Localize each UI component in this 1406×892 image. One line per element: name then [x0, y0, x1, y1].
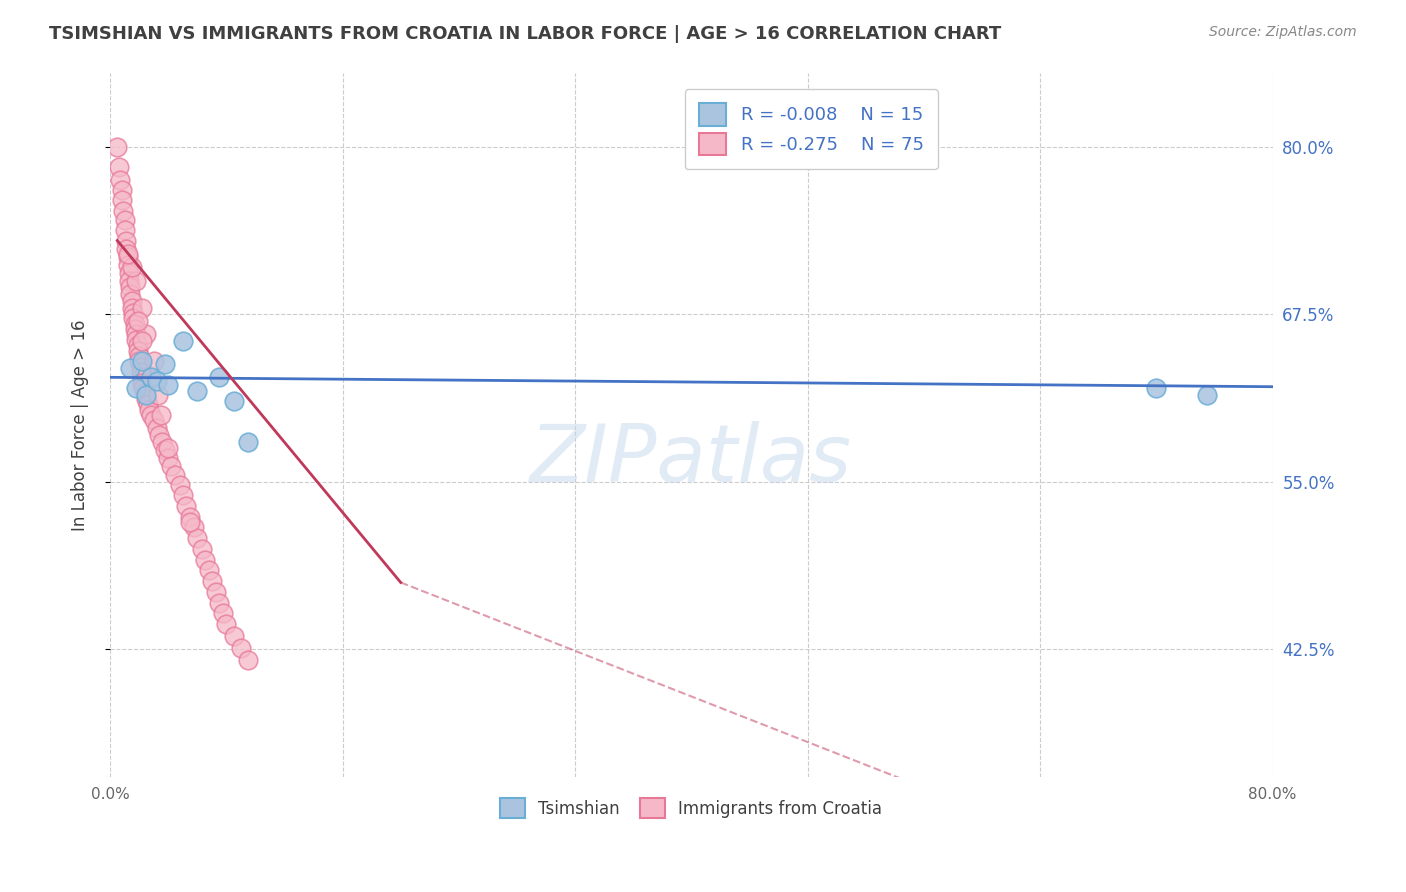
- Point: [183, 520, 205, 534]
- Point: [117, 258, 139, 272]
- Text: ZIPatlas: ZIPatlas: [530, 421, 852, 500]
- Point: [135, 388, 157, 402]
- Point: [139, 370, 162, 384]
- Point: [129, 359, 152, 374]
- Y-axis label: In Labor Force | Age > 16: In Labor Force | Age > 16: [72, 319, 89, 531]
- Point: [155, 442, 177, 457]
- Point: [122, 311, 145, 326]
- Point: [139, 408, 162, 422]
- Point: [174, 499, 197, 513]
- Point: [121, 301, 143, 315]
- Point: [190, 541, 212, 556]
- Point: [125, 327, 148, 342]
- Point: [107, 160, 129, 174]
- Point: [146, 388, 169, 402]
- Point: [193, 552, 215, 566]
- Point: [131, 354, 153, 368]
- Point: [121, 260, 143, 275]
- Point: [111, 194, 134, 208]
- Point: [131, 376, 153, 390]
- Point: [111, 183, 134, 197]
- Point: [120, 280, 142, 294]
- Point: [1144, 381, 1167, 395]
- Point: [110, 173, 132, 187]
- Point: [142, 354, 165, 368]
- Point: [127, 343, 149, 358]
- Point: [222, 394, 245, 409]
- Point: [142, 413, 165, 427]
- Point: [172, 334, 194, 348]
- Point: [201, 574, 224, 588]
- Point: [125, 333, 148, 347]
- Point: [118, 274, 141, 288]
- Point: [1197, 388, 1219, 402]
- Point: [236, 653, 259, 667]
- Text: Source: ZipAtlas.com: Source: ZipAtlas.com: [1209, 25, 1357, 39]
- Point: [118, 266, 141, 280]
- Point: [155, 357, 177, 371]
- Point: [105, 139, 128, 153]
- Point: [165, 468, 187, 483]
- Point: [145, 421, 167, 435]
- Point: [149, 408, 172, 422]
- Point: [222, 629, 245, 643]
- Point: [136, 397, 159, 411]
- Point: [157, 442, 180, 456]
- Point: [134, 386, 156, 401]
- Point: [150, 434, 173, 449]
- Point: [157, 450, 180, 465]
- Point: [114, 213, 136, 227]
- Point: [145, 375, 167, 389]
- Point: [120, 360, 142, 375]
- Point: [124, 317, 146, 331]
- Point: [198, 563, 221, 577]
- Point: [135, 392, 157, 406]
- Point: [125, 381, 148, 395]
- Point: [208, 370, 231, 384]
- Point: [121, 293, 143, 308]
- Point: [186, 531, 208, 545]
- Point: [125, 274, 148, 288]
- Text: TSIMSHIAN VS IMMIGRANTS FROM CROATIA IN LABOR FORCE | AGE > 16 CORRELATION CHART: TSIMSHIAN VS IMMIGRANTS FROM CROATIA IN …: [49, 25, 1001, 43]
- Point: [179, 509, 201, 524]
- Point: [138, 402, 160, 417]
- Point: [157, 378, 180, 392]
- Point: [124, 322, 146, 336]
- Point: [131, 334, 153, 348]
- Point: [117, 250, 139, 264]
- Point: [148, 428, 170, 442]
- Point: [122, 306, 145, 320]
- Point: [132, 381, 155, 395]
- Point: [131, 301, 153, 315]
- Point: [160, 458, 183, 473]
- Point: [120, 287, 142, 301]
- Point: [135, 327, 157, 342]
- Point: [186, 384, 208, 398]
- Point: [129, 365, 152, 379]
- Point: [114, 223, 136, 237]
- Point: [169, 477, 191, 491]
- Legend: Tsimshian, Immigrants from Croatia: Tsimshian, Immigrants from Croatia: [494, 791, 889, 825]
- Point: [208, 596, 231, 610]
- Point: [212, 607, 235, 621]
- Point: [172, 488, 194, 502]
- Point: [115, 242, 138, 256]
- Point: [131, 370, 153, 384]
- Point: [127, 314, 149, 328]
- Point: [128, 349, 150, 363]
- Point: [115, 234, 138, 248]
- Point: [127, 338, 149, 352]
- Point: [229, 641, 252, 656]
- Point: [179, 515, 201, 529]
- Point: [128, 354, 150, 368]
- Point: [117, 247, 139, 261]
- Point: [112, 204, 135, 219]
- Point: [205, 585, 228, 599]
- Point: [236, 434, 259, 449]
- Point: [215, 617, 238, 632]
